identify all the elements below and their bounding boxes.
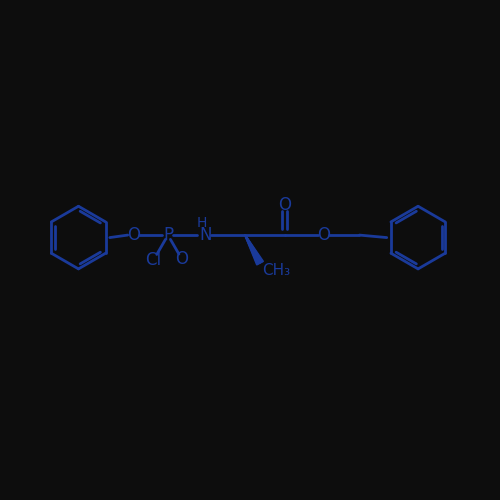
Text: O: O xyxy=(317,226,330,244)
Text: O: O xyxy=(176,250,188,268)
Text: O: O xyxy=(278,196,291,214)
Text: N: N xyxy=(199,226,211,244)
Text: H: H xyxy=(196,216,207,230)
Text: O: O xyxy=(126,226,140,244)
Text: CH₃: CH₃ xyxy=(262,264,290,278)
Text: Cl: Cl xyxy=(146,251,162,269)
Text: P: P xyxy=(163,226,173,244)
